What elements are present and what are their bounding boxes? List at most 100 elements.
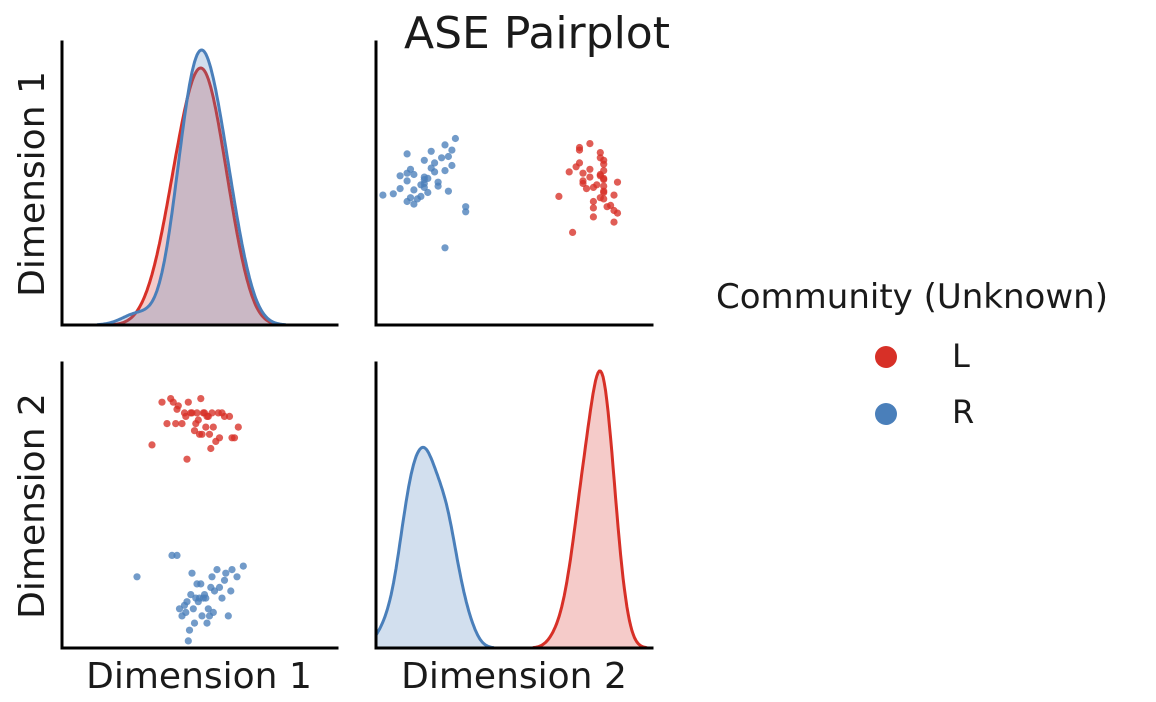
scatter-12-point-r xyxy=(420,156,428,164)
scatter-12-point-l xyxy=(600,187,608,195)
scatter-12-point-l xyxy=(579,177,587,185)
scatter-12-point-r xyxy=(448,146,456,154)
panel-dim1-vs-dim2-scatter xyxy=(379,134,622,252)
scatter-12-point-l xyxy=(569,228,577,236)
scatter-21-point-r xyxy=(208,573,216,581)
scatter-12-point-l xyxy=(596,154,604,162)
scatter-12-point-l xyxy=(610,206,618,215)
scatter-21-point-r xyxy=(187,591,195,599)
scatter-21-point-l xyxy=(220,412,229,420)
scatter-21-point-l xyxy=(197,395,205,403)
scatter-21-point-l xyxy=(205,430,214,438)
scatter-12-point-l xyxy=(589,213,598,221)
legend-label-r: R xyxy=(952,393,974,431)
kde-dim2-area-r xyxy=(376,447,494,648)
x-axis-label-col1: Dimension 1 xyxy=(86,656,312,697)
scatter-12-point-r xyxy=(441,167,449,175)
scatter-21-point-l xyxy=(209,423,217,431)
scatter-21-point-r xyxy=(224,612,232,620)
panel-dim1-kde xyxy=(96,48,286,327)
kde-dim1-curve-l xyxy=(110,66,283,327)
scatter-12-point-r xyxy=(396,172,404,180)
kde-dim2-area-l xyxy=(532,371,647,648)
scatter-21-point-r xyxy=(204,605,212,613)
scatter-21-point-l xyxy=(234,423,242,431)
scatter-21-point-r xyxy=(203,619,211,627)
kde-dim1-area-l xyxy=(110,68,282,325)
scatter-12-point-l xyxy=(586,173,594,181)
scatter-12-point-r xyxy=(406,194,415,202)
scatter-12-point-r xyxy=(417,192,425,200)
scatter-12-point-r xyxy=(444,152,452,161)
scatter-21-point-l xyxy=(194,416,202,424)
scatter-12-point-l xyxy=(593,181,601,189)
scatter-21-point-l xyxy=(188,409,196,417)
scatter-12-point-l xyxy=(607,201,615,209)
scatter-21-point-r xyxy=(209,608,217,617)
scatter-12-point-r xyxy=(406,165,415,173)
scatter-21-point-r xyxy=(182,608,190,617)
legend: Community (Unknown) L R xyxy=(716,277,1108,431)
scatter-21-point-l xyxy=(184,398,192,406)
scatter-21-point-l xyxy=(174,402,182,410)
scatter-21-point-r xyxy=(198,612,206,620)
scatter-12-point-l xyxy=(613,178,622,186)
scatter-21-point-l xyxy=(202,423,210,431)
scatter-21-point-l xyxy=(193,409,201,417)
scatter-12-point-l xyxy=(565,168,573,176)
scatter-12-point-r xyxy=(444,187,452,195)
panel-22-axes xyxy=(374,361,654,650)
scatter-12-point-r xyxy=(410,170,418,179)
legend-marker-l xyxy=(875,346,897,368)
scatter-12-point-l xyxy=(589,204,598,212)
scatter-12-point-l xyxy=(555,192,563,200)
scatter-12-point-r xyxy=(462,208,470,216)
scatter-12-point-r xyxy=(441,141,449,149)
scatter-21-point-l xyxy=(190,427,199,435)
legend-title: Community (Unknown) xyxy=(716,277,1108,317)
scatter-12-point-l xyxy=(586,140,594,148)
scatter-21-point-r xyxy=(220,576,229,584)
scatter-21-point-r xyxy=(189,605,197,613)
scatter-12-point-l xyxy=(589,197,598,206)
panel-11-axes xyxy=(60,40,339,327)
scatter-12-point-r xyxy=(427,147,435,155)
scatter-12-point-r xyxy=(427,164,435,172)
scatter-21-point-r xyxy=(197,580,205,588)
scatter-12-point-l xyxy=(579,169,587,177)
panel-dim2-kde xyxy=(374,369,648,650)
panel-dim2-vs-dim1-scatter xyxy=(133,395,247,645)
scatter-12-point-l xyxy=(610,191,618,199)
scatter-12-point-r xyxy=(389,190,397,198)
panel-21-axes xyxy=(60,361,339,650)
scatter-12-point-r xyxy=(448,161,456,170)
scatter-12-point-r xyxy=(462,203,470,211)
scatter-12-point-r xyxy=(438,154,446,162)
scatter-12-point-l xyxy=(586,165,594,173)
scatter-21-point-r xyxy=(222,569,230,577)
kde-dim2-curve-r xyxy=(374,445,495,650)
scatter-12-point-r xyxy=(379,191,387,199)
scatter-12-point-r xyxy=(434,178,442,186)
scatter-21-point-r xyxy=(218,594,226,602)
scatter-12-point-r xyxy=(410,186,418,194)
scatter-21-point-l xyxy=(163,420,171,428)
scatter-21-point-r xyxy=(168,551,176,560)
scatter-21-point-l xyxy=(207,444,215,453)
scatter-21-point-r xyxy=(202,594,210,602)
scatter-12-point-r xyxy=(420,173,428,181)
scatter-12-point-l xyxy=(600,182,608,190)
scatter-12-point-r xyxy=(410,200,418,208)
scatter-12-point-l xyxy=(582,185,591,193)
legend-label-l: L xyxy=(952,337,970,375)
scatter-21-point-r xyxy=(227,587,235,595)
scatter-21-point-r xyxy=(228,566,236,574)
scatter-21-point-r xyxy=(213,566,221,574)
scatter-12-point-r xyxy=(424,188,432,197)
scatter-21-point-l xyxy=(208,409,216,417)
scatter-12-point-l xyxy=(596,149,604,157)
scatter-21-point-l xyxy=(198,430,206,438)
panel-12-axes xyxy=(374,40,654,327)
scatter-12-point-r xyxy=(431,159,439,167)
